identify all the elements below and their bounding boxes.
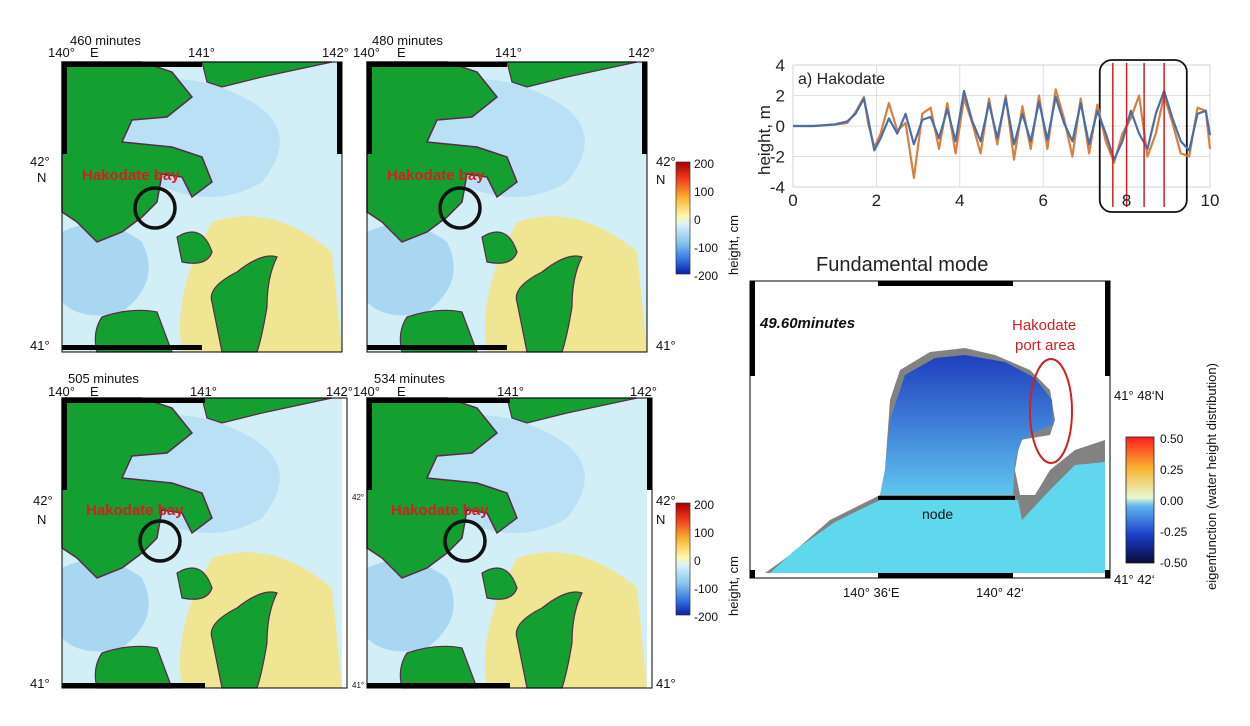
cbar-top-label: height, cm [726,215,741,275]
cbar-top-tick-100: 100 [694,185,714,199]
map-4-bay-label: Hakodate bay [391,502,489,519]
cbar-eig-tick-m025: -0.25 [1160,525,1188,539]
map-2-title: 480 minutes [372,33,443,48]
cbar-eig-tick-000: 0.00 [1160,494,1184,508]
map-3-lon-e: E [90,384,99,399]
map-1-title: 460 minutes [70,33,141,48]
map-2-lat-41: 41° [656,338,676,353]
map-panel-1 [61,61,343,353]
port-area-ellipse [1029,358,1073,464]
map-1-lat-n: N [37,170,46,185]
ts-highlight-window [1098,59,1188,213]
map-2-lat-n: N [656,172,665,187]
map-3-lat-41: 41° [30,676,50,691]
ts-series-line-0 [793,89,1212,161]
map-1-lon-e: E [90,45,99,60]
ts-title: a) Hakodate [798,71,885,88]
timeseries-chart: 0 2 4 6 8 10 4 2 0 -2 -4 a) Hakodate height, m [755,56,1220,213]
cbar-bot-tick-200: 200 [694,498,714,512]
map-3-lon-140: 140° [48,384,75,399]
ts-ytick-label: 0 [776,117,785,136]
ts-series-line-1 [793,88,1212,179]
colorbar-eigen: 0.50 0.25 0.00 -0.25 -0.50 eigenfunction… [1125,363,1219,590]
map-3-lon-141: 141° [190,384,217,399]
map-4-lon-141: 141° [497,384,524,399]
map-panel-3 [61,397,348,689]
map-4-lat-41: 41° [656,676,676,691]
ts-window-box [1098,59,1188,213]
map-1-bay-label: Hakodate bay [82,167,180,184]
map-3-lat-n: N [37,512,46,527]
map-1-lon-141: 141° [188,45,215,60]
mode-port-label-2: port area [1015,337,1076,354]
ts-xtick-label: 10 [1201,191,1220,210]
map-3-title: 505 minutes [68,371,139,386]
map-2-bay-label: Hakodate bay [387,167,485,184]
ts-ytick-label: -4 [770,178,785,197]
map-4-lon-140: 140° [353,384,380,399]
mode-lon-left: 140° 36‘E [843,585,900,600]
mode-panel: node 49.60minutes Hakodate port area 41°… [749,280,1164,600]
ts-vertical-markers [1112,63,1165,207]
map-2-lat-42: 42° [656,154,676,169]
map-2-lon-142: 142° [628,45,655,60]
mode-lat-bottom: 41° 42‘ [1114,572,1155,587]
cbar-bot-tick-0: 0 [694,554,701,568]
map-4-lon-142: 142° [630,384,657,399]
mode-time: 49.60minutes [759,315,855,332]
cbar-bot-label: height, cm [726,556,741,616]
ts-ytick-label: 4 [776,56,785,75]
map-3-lat-41-right: 41° [352,681,364,690]
map-3-lat-42-right: 42° [352,493,364,502]
ts-ytick-label: -2 [770,148,785,167]
cbar-eig-tick-m050: -0.50 [1160,556,1188,570]
mode-lon-right: 140° 42‘ [976,585,1024,600]
map-3-lat-42: 42° [33,493,53,508]
cbar-eig-label: eigenfunction (water height distribution… [1204,363,1219,590]
mode-node-line [878,496,1015,500]
cbar-bot-tick-100: 100 [694,526,714,540]
mode-title: Fundamental mode [816,254,988,276]
map-4-lon-e: E [397,384,406,399]
cbar-bot-tick-m200: -200 [694,610,718,624]
mode-bay-cyan [770,462,1105,573]
ts-xtick-label: 0 [788,191,797,210]
mode-lat-top: 41° 48‘N [1114,388,1164,403]
mode-bay-blue [880,355,1053,495]
cbar-top-tick-m200: -200 [694,269,718,283]
map-4-lat-n: N [656,512,665,527]
cbar-top-tick-200: 200 [694,157,714,171]
map-2-lon-140: 140° [353,45,380,60]
map-panel-4 [366,397,653,689]
ts-xtick-label: 2 [872,191,881,210]
colorbar-cm-bottom: 200 100 0 -100 -200 height, cm [675,498,741,624]
ts-xtick-label: 8 [1122,191,1131,210]
cbar-bot-tick-m100: -100 [694,582,718,596]
map-3-lon-142: 142° [326,384,353,399]
cbar-top-tick-0: 0 [694,213,701,227]
map-3-bay-label: Hakodate bay [86,502,184,519]
map-2-lon-141: 141° [495,45,522,60]
mode-port-label-1: Hakodate [1012,317,1076,334]
map-1-lon-142: 142° [322,45,349,60]
cbar-eig-tick-050: 0.50 [1160,432,1184,446]
cbar-top-tick-m100: -100 [694,241,718,255]
colorbar-cm-top: 200 100 0 -100 -200 height, cm [675,157,741,283]
ts-xtick-label: 4 [955,191,964,210]
ts-xtick-label: 6 [1038,191,1047,210]
map-4-title: 534 minutes [374,371,445,386]
map-1-lat-41: 41° [30,338,50,353]
map-2-lon-e: E [397,45,406,60]
ts-ytick-label: 2 [776,87,785,106]
map-4-lat-42: 42° [656,493,676,508]
map-panel-2 [366,61,648,353]
ts-ylabel: height, m [755,105,774,175]
cbar-eig-tick-025: 0.25 [1160,463,1184,477]
map-1-lon-140: 140° [48,45,75,60]
map-1-lat-42: 42° [30,154,50,169]
ts-series-group [793,88,1212,179]
mode-node-label: node [922,506,953,522]
